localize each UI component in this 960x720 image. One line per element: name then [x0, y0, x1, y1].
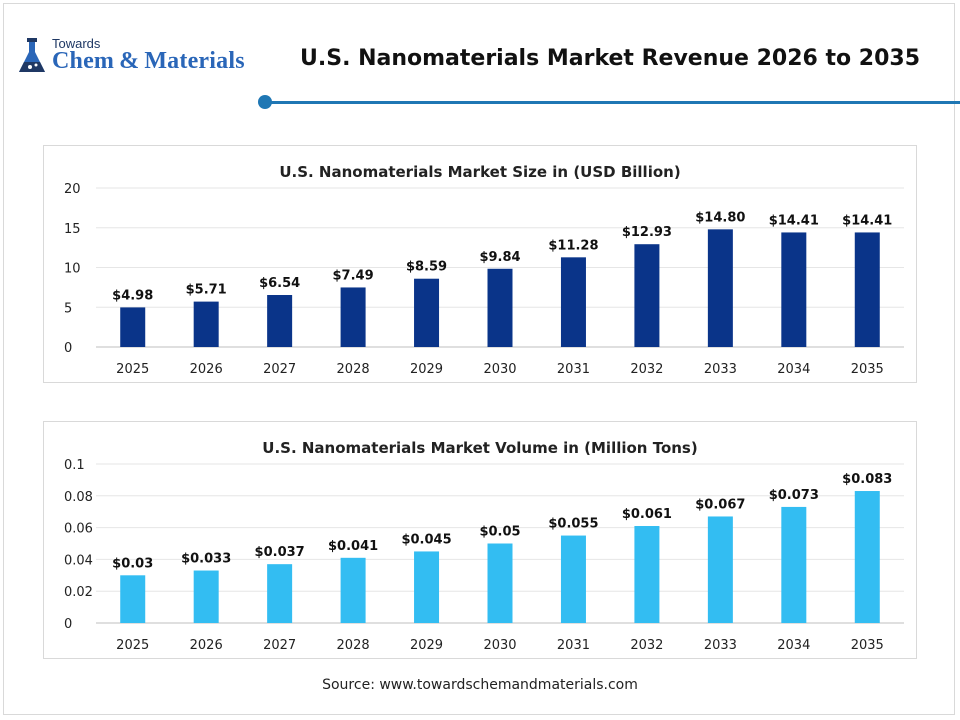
bar	[340, 557, 366, 623]
bar	[707, 516, 733, 623]
x-tick-label: 2035	[851, 638, 884, 653]
data-label: $12.93	[622, 225, 672, 240]
data-label: $0.033	[181, 552, 231, 567]
bar	[414, 278, 440, 347]
data-label: $0.067	[695, 497, 745, 512]
x-tick-label: 2034	[777, 362, 810, 377]
x-tick-label: 2025	[116, 362, 149, 377]
bar	[634, 526, 660, 623]
market-volume-chart: U.S. Nanomaterials Market Volume in (Mil…	[64, 439, 904, 653]
bar	[267, 564, 293, 623]
bar	[487, 268, 513, 347]
x-tick-label: 2028	[337, 362, 370, 377]
data-label: $0.073	[769, 488, 819, 503]
data-label: $0.055	[548, 517, 598, 532]
x-tick-label: 2026	[190, 638, 223, 653]
data-label: $0.061	[622, 507, 672, 522]
data-label: $5.71	[186, 283, 227, 298]
y-tick-label: 15	[64, 222, 81, 237]
bar	[267, 295, 293, 347]
data-label: $9.84	[479, 250, 520, 265]
x-tick-label: 2034	[777, 638, 810, 653]
data-label: $11.28	[548, 238, 598, 253]
source-note: Source: www.towardschemandmaterials.com	[322, 677, 638, 693]
x-tick-label: 2026	[190, 362, 223, 377]
x-tick-label: 2030	[483, 638, 516, 653]
data-label: $8.59	[406, 260, 447, 275]
page-title: U.S. Nanomaterials Market Revenue 2026 t…	[300, 46, 921, 71]
y-tick-label: 0.06	[64, 522, 93, 537]
x-tick-label: 2031	[557, 638, 590, 653]
y-tick-label: 20	[64, 182, 81, 197]
logo-text-brand: Chem & Materials	[52, 48, 245, 74]
bar	[560, 257, 586, 347]
x-tick-label: 2031	[557, 362, 590, 377]
x-tick-label: 2032	[630, 362, 663, 377]
bar	[193, 570, 219, 623]
y-tick-label: 0	[64, 341, 72, 356]
market-size-chart: U.S. Nanomaterials Market Size in (USD B…	[64, 163, 904, 377]
title-underline-dot	[258, 95, 272, 109]
bar	[854, 232, 880, 347]
bar	[120, 307, 146, 347]
y-tick-label: 5	[64, 301, 72, 316]
x-tick-label: 2030	[483, 362, 516, 377]
y-tick-label: 0.02	[64, 585, 93, 600]
bar	[560, 535, 586, 623]
y-tick-label: 0	[64, 617, 72, 632]
data-label: $0.083	[842, 472, 892, 487]
x-tick-label: 2028	[337, 638, 370, 653]
data-label: $4.98	[112, 288, 153, 303]
x-tick-label: 2035	[851, 362, 884, 377]
data-label: $14.41	[842, 213, 892, 228]
data-label: $14.80	[695, 210, 745, 225]
bar	[634, 244, 660, 347]
title-underline	[265, 101, 960, 104]
data-label: $0.041	[328, 539, 378, 554]
y-tick-label: 0.04	[64, 553, 93, 568]
market-volume-chart-panel: U.S. Nanomaterials Market Volume in (Mil…	[43, 421, 917, 659]
bar	[340, 287, 366, 347]
chart-title: U.S. Nanomaterials Market Volume in (Mil…	[262, 439, 697, 457]
data-label: $0.03	[112, 556, 153, 571]
bar	[781, 232, 807, 347]
x-tick-label: 2027	[263, 638, 296, 653]
bar	[193, 301, 219, 347]
x-tick-label: 2032	[630, 638, 663, 653]
bar	[414, 551, 440, 623]
data-label: $6.54	[259, 276, 300, 291]
bar	[120, 575, 146, 623]
data-label: $0.045	[401, 532, 451, 547]
y-tick-label: 0.1	[64, 458, 85, 473]
x-tick-label: 2027	[263, 362, 296, 377]
x-tick-label: 2033	[704, 362, 737, 377]
y-tick-label: 0.08	[64, 490, 93, 505]
x-tick-label: 2025	[116, 638, 149, 653]
data-label: $7.49	[333, 268, 374, 283]
chart-title: U.S. Nanomaterials Market Size in (USD B…	[279, 163, 680, 181]
market-size-chart-panel: U.S. Nanomaterials Market Size in (USD B…	[43, 145, 917, 383]
bar	[707, 229, 733, 347]
x-tick-label: 2029	[410, 638, 443, 653]
flask-icon	[19, 38, 45, 72]
data-label: $0.05	[479, 525, 520, 540]
logo-text-towards: Towards	[52, 36, 101, 51]
data-label: $14.41	[769, 213, 819, 228]
x-tick-label: 2029	[410, 362, 443, 377]
x-tick-label: 2033	[704, 638, 737, 653]
bar	[854, 491, 880, 623]
data-label: $0.037	[255, 545, 305, 560]
y-tick-label: 10	[64, 262, 81, 277]
brand-logo: Towards Chem & Materials	[16, 32, 266, 82]
bar	[487, 543, 513, 623]
bar	[781, 506, 807, 623]
